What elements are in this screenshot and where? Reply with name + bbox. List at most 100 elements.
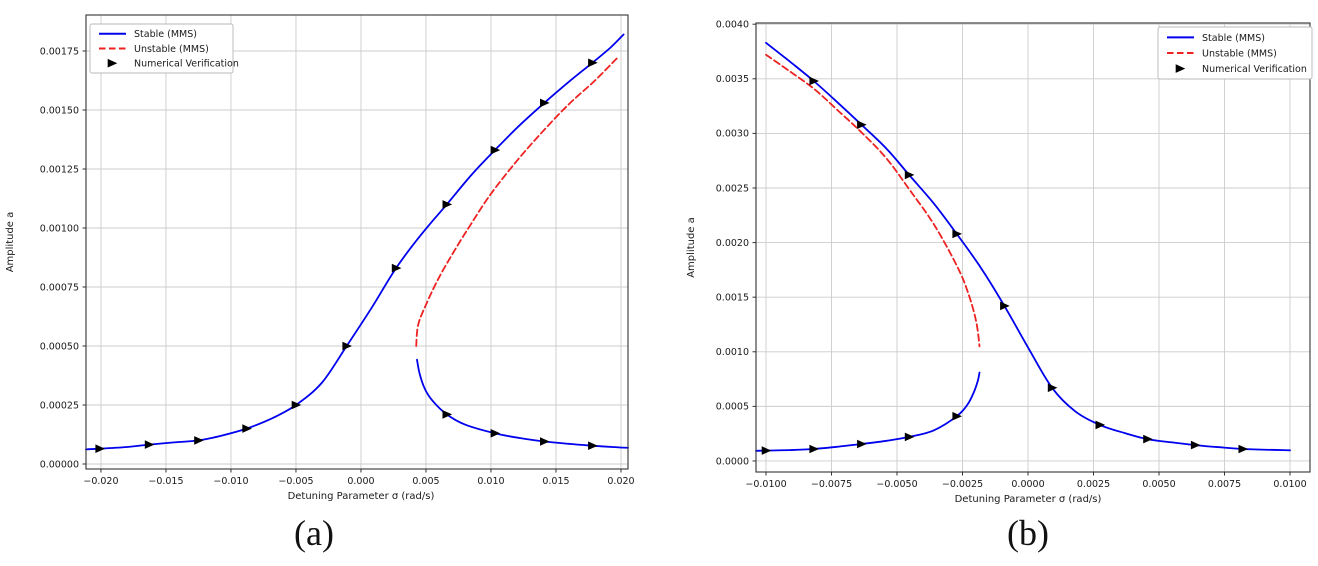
verification-marker bbox=[588, 58, 598, 68]
axis-tick-labels: −0.020 −0.015 −0.010 −0.005 0.000 0.005 0.010 0… bbox=[40, 46, 635, 487]
legend-label: Stable (MMS) bbox=[134, 29, 197, 40]
verification-marker bbox=[242, 424, 252, 433]
verification-marker bbox=[1047, 383, 1058, 393]
x-axis-label: Detuning Parameter σ (rad/s) bbox=[288, 491, 435, 502]
x-tick-label: −0.015 bbox=[148, 476, 183, 487]
verification-marker bbox=[1000, 301, 1010, 311]
verification-marker bbox=[761, 446, 772, 455]
verification-marker bbox=[952, 411, 962, 421]
y-tick-label: 0.0035 bbox=[716, 74, 749, 85]
y-tick-label: 0.00100 bbox=[40, 223, 79, 234]
grid-lines bbox=[86, 15, 628, 469]
x-tick-label: −0.0025 bbox=[942, 479, 983, 490]
x-tick-label: 0.0100 bbox=[1273, 479, 1306, 490]
verification-marker bbox=[857, 120, 867, 129]
y-tick-label: 0.00075 bbox=[40, 282, 79, 293]
y-tick-label: 0.0000 bbox=[716, 456, 749, 467]
verification-markers bbox=[442, 410, 598, 450]
legend-label: Numerical Verification bbox=[1202, 64, 1307, 75]
axis-tick-labels: −0.0100 −0.0075 −0.0050 −0.0025 0.0000 0.0025… bbox=[716, 20, 1307, 490]
axes-frame bbox=[85, 14, 629, 470]
verification-marker bbox=[952, 229, 962, 239]
y-tick-label: 0.00150 bbox=[40, 105, 79, 116]
y-tick-label: 0.0040 bbox=[716, 20, 749, 31]
legend-marker-sample bbox=[107, 58, 118, 68]
stable-branch-line bbox=[416, 358, 629, 449]
legend-box bbox=[1157, 26, 1313, 80]
verification-marker bbox=[194, 436, 204, 445]
chart-b-canvas: −0.0100 −0.0075 −0.0050 −0.0025 0.0000 0.0025… bbox=[686, 20, 1313, 505]
unstable-branch-line bbox=[415, 57, 618, 347]
verification-marker bbox=[291, 400, 302, 410]
verification-marker bbox=[342, 341, 352, 351]
legend-label: Stable (MMS) bbox=[1202, 33, 1265, 44]
x-tick-label: 0.020 bbox=[607, 476, 634, 487]
legend: Stable (MMS) Unstable (MMS) Numerical Veri… bbox=[89, 23, 239, 74]
axis-ticks bbox=[82, 50, 622, 473]
y-tick-label: 0.00175 bbox=[40, 46, 79, 57]
verification-marker bbox=[490, 145, 501, 155]
verification-marker bbox=[809, 76, 819, 86]
verification-markers bbox=[95, 58, 598, 453]
verification-marker bbox=[857, 439, 867, 449]
x-tick-label: −0.005 bbox=[278, 476, 313, 487]
stable-branch-line bbox=[765, 41, 1291, 452]
verification-marker bbox=[391, 263, 402, 273]
verification-marker bbox=[904, 432, 915, 442]
chart-b-figure: −0.0100 −0.0075 −0.0050 −0.0025 0.0000 0.0025… bbox=[660, 0, 1318, 566]
x-tick-label: −0.0050 bbox=[876, 479, 917, 490]
stable-branch-line bbox=[755, 371, 981, 452]
unstable-branch-line bbox=[765, 53, 981, 348]
x-tick-label: −0.0100 bbox=[745, 479, 786, 490]
y-tick-label: 0.0030 bbox=[716, 129, 749, 140]
x-tick-label: −0.020 bbox=[83, 476, 118, 487]
caption-a: (a) bbox=[294, 513, 334, 553]
x-tick-label: 0.010 bbox=[477, 476, 504, 487]
verification-marker bbox=[540, 437, 550, 446]
x-tick-label: 0.0050 bbox=[1142, 479, 1175, 490]
verification-marker bbox=[144, 440, 155, 449]
x-tick-label: 0.0025 bbox=[1077, 479, 1110, 490]
legend-label: Unstable (MMS) bbox=[1202, 48, 1277, 59]
verification-marker bbox=[442, 410, 453, 419]
x-tick-label: −0.0075 bbox=[811, 479, 852, 490]
x-tick-label: 0.000 bbox=[347, 476, 374, 487]
y-tick-label: 0.00000 bbox=[40, 459, 79, 470]
y-tick-label: 0.0020 bbox=[716, 238, 749, 249]
x-axis-label: Detuning Parameter σ (rad/s) bbox=[955, 494, 1102, 505]
verification-marker bbox=[442, 200, 453, 209]
y-tick-label: 0.0010 bbox=[716, 347, 749, 358]
legend-marker-sample bbox=[1175, 64, 1186, 73]
x-tick-label: 0.015 bbox=[542, 476, 569, 487]
y-tick-label: 0.00125 bbox=[40, 164, 79, 175]
y-tick-label: 0.0025 bbox=[716, 183, 749, 194]
y-tick-label: 0.00025 bbox=[40, 400, 79, 411]
x-tick-label: −0.010 bbox=[213, 476, 248, 487]
verification-marker bbox=[1095, 420, 1106, 430]
stable-branch-line bbox=[85, 33, 625, 451]
verification-marker bbox=[588, 441, 598, 450]
axis-ticks bbox=[752, 23, 1291, 476]
x-tick-label: 0.005 bbox=[412, 476, 439, 487]
verification-marker bbox=[904, 170, 915, 180]
verification-markers bbox=[809, 76, 1249, 454]
y-axis-label: Amplitude a bbox=[5, 212, 16, 273]
verification-marker bbox=[1190, 440, 1201, 450]
y-tick-label: 0.0005 bbox=[716, 402, 749, 413]
y-tick-label: 0.0015 bbox=[716, 292, 749, 303]
x-tick-label: 0.0000 bbox=[1011, 479, 1044, 490]
verification-markers bbox=[761, 411, 962, 455]
grid-lines bbox=[756, 23, 1310, 472]
axes-frame bbox=[755, 22, 1311, 473]
legend-box bbox=[89, 23, 234, 74]
verification-marker bbox=[540, 98, 550, 108]
chart-a-figure: −0.020 −0.015 −0.010 −0.005 0.000 0.005 0.010 0… bbox=[5, 14, 635, 553]
legend: Stable (MMS) Unstable (MMS) Numerical Veri… bbox=[1157, 26, 1313, 80]
y-axis-label: Amplitude a bbox=[686, 217, 697, 278]
verification-marker bbox=[490, 429, 501, 438]
verification-marker bbox=[809, 444, 819, 454]
y-tick-label: 0.00050 bbox=[40, 341, 79, 352]
verification-marker bbox=[1143, 434, 1153, 444]
legend-label: Numerical Verification bbox=[134, 59, 239, 70]
